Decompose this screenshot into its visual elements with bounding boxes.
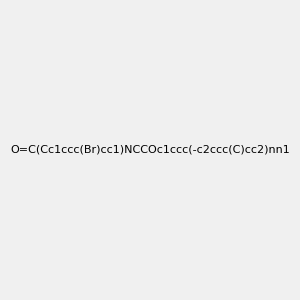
Text: O=C(Cc1ccc(Br)cc1)NCCOc1ccc(-c2ccc(C)cc2)nn1: O=C(Cc1ccc(Br)cc1)NCCOc1ccc(-c2ccc(C)cc2… — [10, 145, 290, 155]
